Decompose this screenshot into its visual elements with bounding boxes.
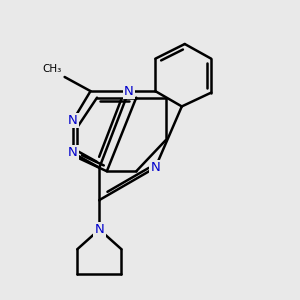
Text: CH₃: CH₃ — [42, 64, 62, 74]
Text: N: N — [68, 114, 78, 127]
Text: N: N — [150, 161, 160, 174]
Text: N: N — [94, 223, 104, 236]
Text: N: N — [124, 85, 134, 98]
Text: N: N — [68, 146, 78, 159]
